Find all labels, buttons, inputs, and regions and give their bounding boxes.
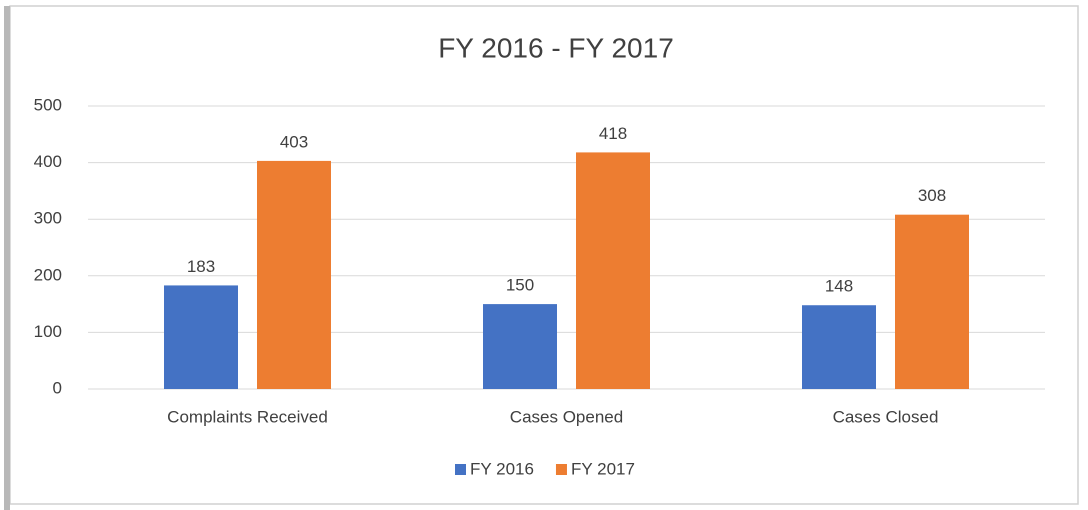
bar [164,285,238,389]
legend-label: FY 2016 [470,459,534,478]
y-tick-label: 0 [53,378,62,397]
data-label: 308 [918,186,946,205]
bar [576,152,650,389]
y-tick-label: 200 [34,265,62,284]
legend-swatch [555,464,567,475]
x-tick-label: Cases Closed [833,407,939,426]
y-tick-label: 100 [34,322,62,341]
bar [802,305,876,389]
frame-shadow [4,6,10,510]
data-label: 403 [280,132,308,151]
data-label: 150 [506,276,534,295]
data-label: 418 [599,124,627,143]
bar [895,214,969,389]
data-label: 183 [187,257,215,276]
chart-title: FY 2016 - FY 2017 [438,32,674,63]
bar [483,304,557,389]
legend-swatch [455,464,466,475]
legend-label: FY 2017 [571,459,635,478]
x-tick-label: Cases Opened [510,407,623,426]
y-tick-label: 500 [34,95,62,114]
y-tick-label: 300 [34,209,62,228]
data-label: 148 [825,277,853,296]
y-tick-label: 400 [34,152,62,171]
x-tick-label: Complaints Received [167,407,328,426]
bar [257,160,331,389]
